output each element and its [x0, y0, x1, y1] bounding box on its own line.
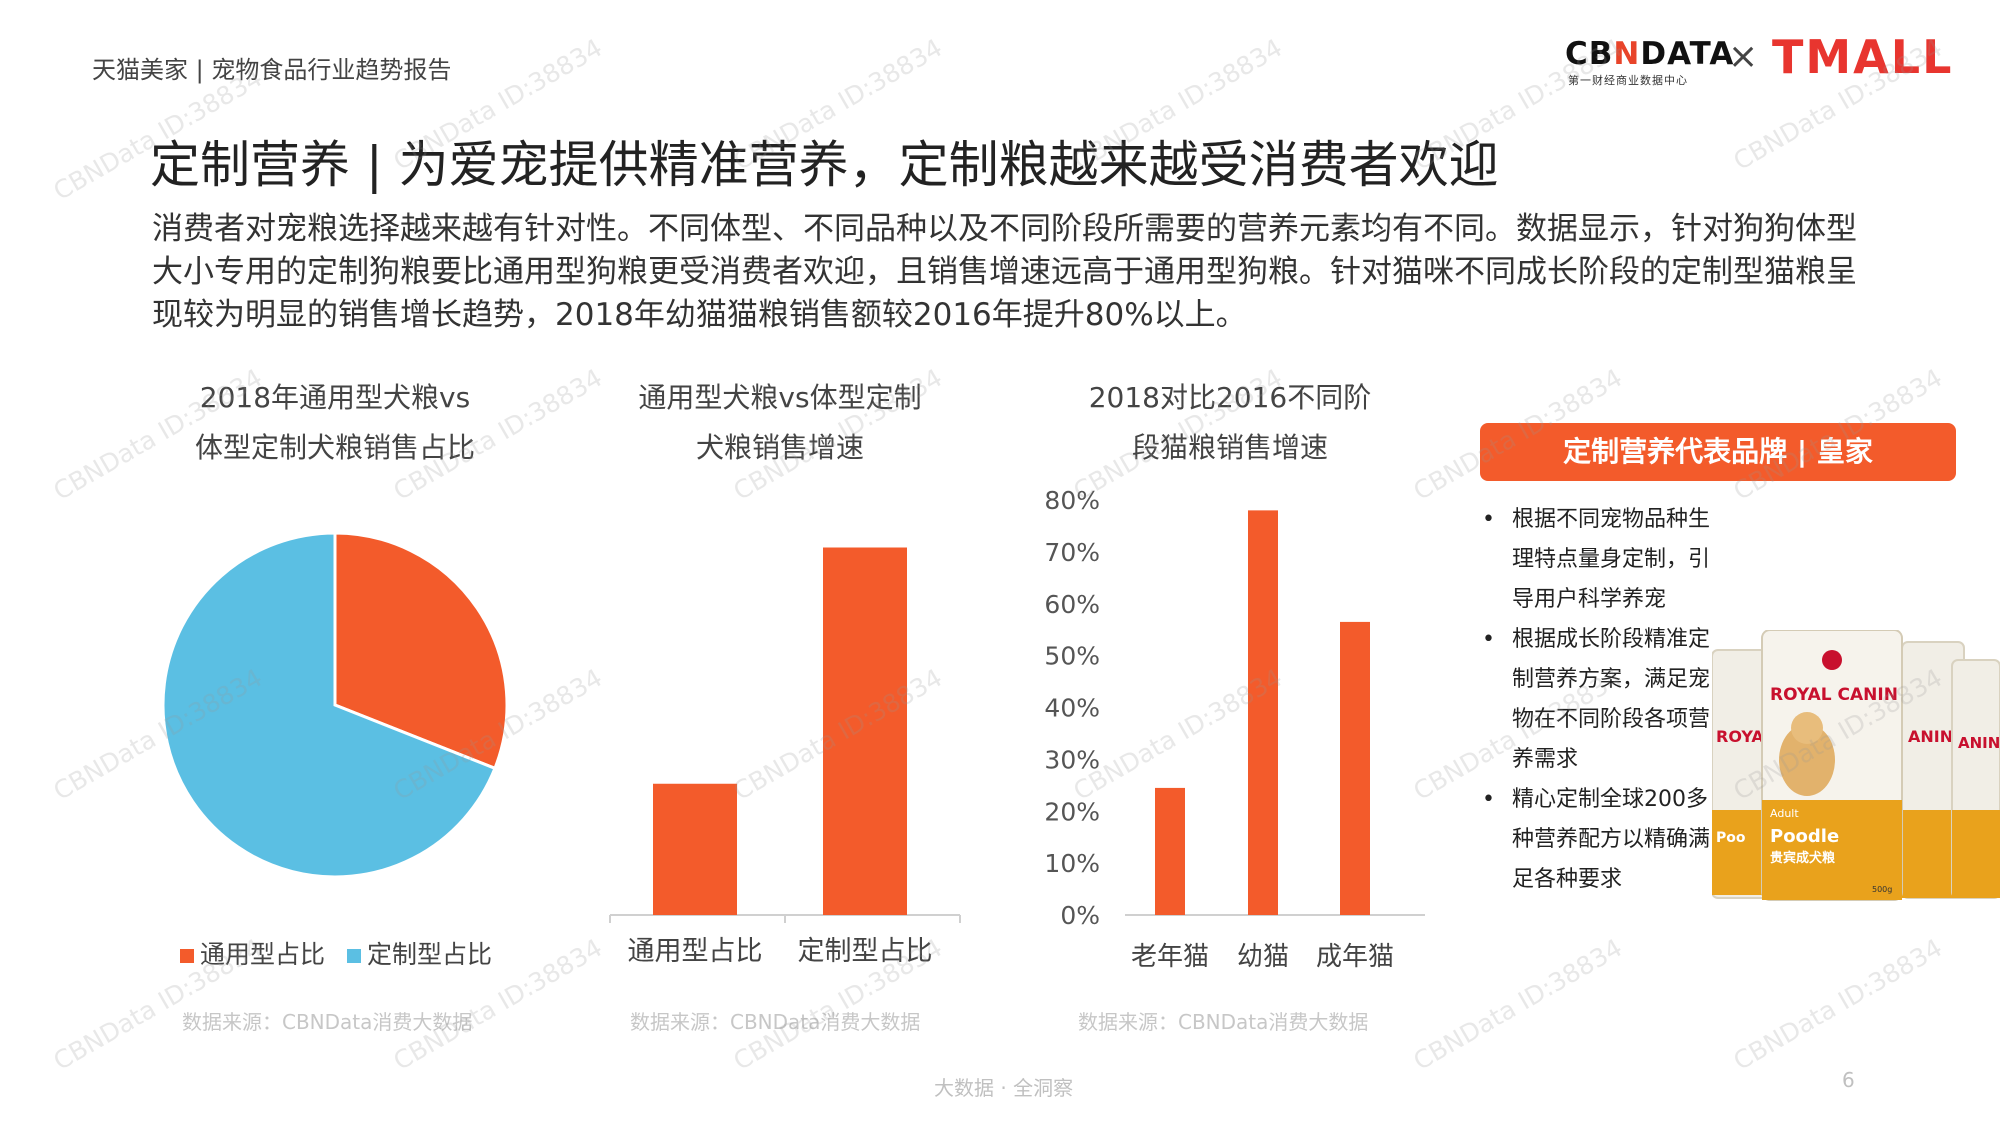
legend-swatch-general [180, 949, 194, 963]
product-brand-text: ROYAL CANIN [1770, 685, 1898, 705]
pie-chart-title-line2: 体型定制犬粮销售占比 [194, 431, 475, 464]
bar2-chart: 0% 10% 20% 30% 40% 50% 60% 70% 80% 老年猫 幼猫 成年猫 [1044, 486, 1425, 972]
bar2-bar-1 [1248, 510, 1278, 915]
product-bag-side-text-left: ROYA [1716, 727, 1764, 746]
brand-bullet-list: • 根据不同宠物品种生理特点量身定制，引导用户科学养宠 • 根据成长阶段精准定制营养… [1478, 500, 1728, 900]
brand-bullet-item: • 根据不同宠物品种生理特点量身定制，引导用户科学养宠 [1478, 500, 1728, 620]
brand-bullet-text: 根据成长阶段精准定制营养方案，满足宠物在不同阶段各项营养需求 [1512, 627, 1711, 772]
bar2-y-tick-label: 50% [1044, 642, 1100, 671]
crown-icon [1822, 650, 1842, 670]
bar2-category-label: 老年猫 [1131, 942, 1209, 972]
cbndata-logo-b: DATA [1640, 36, 1735, 72]
bar1-chart-title-line1: 通用型犬粮vs体型定制 [638, 381, 922, 414]
page-description: 消费者对宠粮选择越来越有针对性。不同体型、不同品种以及不同阶段所需要的营养元素均… [152, 211, 1857, 333]
bar2-chart-title-line1: 2018对比2016不同阶 [1088, 381, 1372, 414]
bullet-dot-icon: • [1482, 787, 1495, 812]
legend-label-custom: 定制型占比 [366, 940, 492, 969]
brand-bullet-item: • 根据成长阶段精准定制营养方案，满足宠物在不同阶段各项营养需求 [1478, 620, 1728, 780]
pie-legend: 通用型占比 定制型占比 [180, 935, 492, 971]
page-number: 6 [1842, 1068, 1855, 1092]
product-bag-far-right-band [1952, 810, 2000, 898]
brand-bullet-text: 根据不同宠物品种生理特点量身定制，引导用户科学养宠 [1512, 507, 1711, 612]
bar1-chart-title: 通用型犬粮vs体型定制 犬粮销售增速 [580, 373, 980, 473]
cbndata-logo-subtitle: 第一财经商业数据中心 [1568, 74, 1688, 87]
product-weight-text: 500g [1872, 885, 1892, 894]
product-name-text: Poodle [1770, 826, 1839, 847]
bar2-bar-0 [1155, 787, 1185, 915]
bar2-y-tick-label: 0% [1060, 901, 1100, 930]
product-bag-side-text-right: ANIN [1908, 727, 1953, 746]
bar1-category-label: 通用型占比 [628, 936, 763, 967]
bar2-chart-title-line2: 段猫粮销售增速 [1131, 431, 1328, 464]
product-bag-poo-text: Poo [1716, 830, 1746, 846]
tmall-logo: TMALL [1772, 30, 1954, 84]
logo-separator: × [1728, 36, 1759, 77]
bar2-bar-2 [1340, 621, 1370, 915]
bar2-data-source: 数据来源：CBNData消费大数据 [1078, 1010, 1369, 1034]
pie-chart-title: 2018年通用型犬粮vs 体型定制犬粮销售占比 [135, 373, 535, 473]
brand-bullet-item: • 精心定制全球200多种营养配方以精确满足各种要求 [1478, 780, 1728, 900]
legend-swatch-custom [346, 949, 361, 963]
product-bag-side-text-far: ANIN [1958, 734, 2000, 752]
product-sub-text: Adult [1770, 807, 1799, 820]
royal-canin-product-image: ROYA Poo ANIN ANIN ROYAL CANIN Adult Poo… [1712, 630, 2000, 901]
bar2-y-tick-label: 30% [1044, 745, 1100, 774]
cbndata-logo: CBNDATA [1565, 36, 1734, 72]
cbndata-logo-a: CB [1565, 36, 1614, 72]
bar2-chart-title: 2018对比2016不同阶 段猫粮销售增速 [1030, 373, 1430, 473]
bar2-y-tick-label: 70% [1044, 538, 1100, 567]
brand-bullet-text: 精心定制全球200多种营养配方以精确满足各种要求 [1512, 787, 1711, 892]
bar1-bar-1 [823, 547, 907, 915]
bar2-category-label: 成年猫 [1316, 942, 1394, 972]
bar1-category-label: 定制型占比 [798, 936, 933, 967]
product-bag-front-band [1762, 800, 1902, 900]
watermark-text: CBNData ID:38834 [1728, 933, 1948, 1076]
bar2-y-tick-label: 40% [1044, 694, 1100, 723]
bar2-y-tick-label: 20% [1044, 797, 1100, 826]
bar1-data-source: 数据来源：CBNData消费大数据 [630, 1010, 921, 1034]
legend-label-general: 通用型占比 [200, 940, 326, 969]
bar1-chart-title-line2: 犬粮销售增速 [695, 431, 864, 464]
pie-slice-custom [161, 531, 497, 879]
pie-chart [161, 531, 509, 879]
pie-chart-title-line1: 2018年通用型犬粮vs [199, 381, 471, 414]
poodle-head-icon [1791, 712, 1823, 744]
pie-data-source: 数据来源：CBNData消费大数据 [182, 1010, 473, 1034]
bar2-y-tick-label: 10% [1044, 849, 1100, 878]
bar2-category-label: 幼猫 [1237, 942, 1289, 972]
brand-badge: 定制营养代表品牌 | 皇家 [1480, 423, 1956, 481]
report-header: 天猫美家 | 宠物食品行业趋势报告 [92, 56, 452, 84]
bullet-dot-icon: • [1482, 507, 1495, 532]
bar1-chart: 通用型占比 定制型占比 [609, 547, 961, 967]
footer-slogan: 大数据 · 全洞察 [934, 1076, 1074, 1100]
bar1-bar-0 [653, 783, 737, 915]
bar2-y-tick-label: 60% [1044, 590, 1100, 619]
bar2-y-tick-label: 80% [1044, 486, 1100, 515]
cbndata-logo-n: N [1613, 36, 1641, 72]
page-title: 定制营养 | 为爱宠提供精准营养，定制粮越来越受消费者欢迎 [150, 136, 1499, 194]
product-cn-text: 贵宾成犬粮 [1770, 850, 1836, 866]
pie-slice-general [333, 531, 509, 771]
poodle-dog-icon [1779, 724, 1835, 796]
bullet-dot-icon: • [1482, 627, 1495, 652]
